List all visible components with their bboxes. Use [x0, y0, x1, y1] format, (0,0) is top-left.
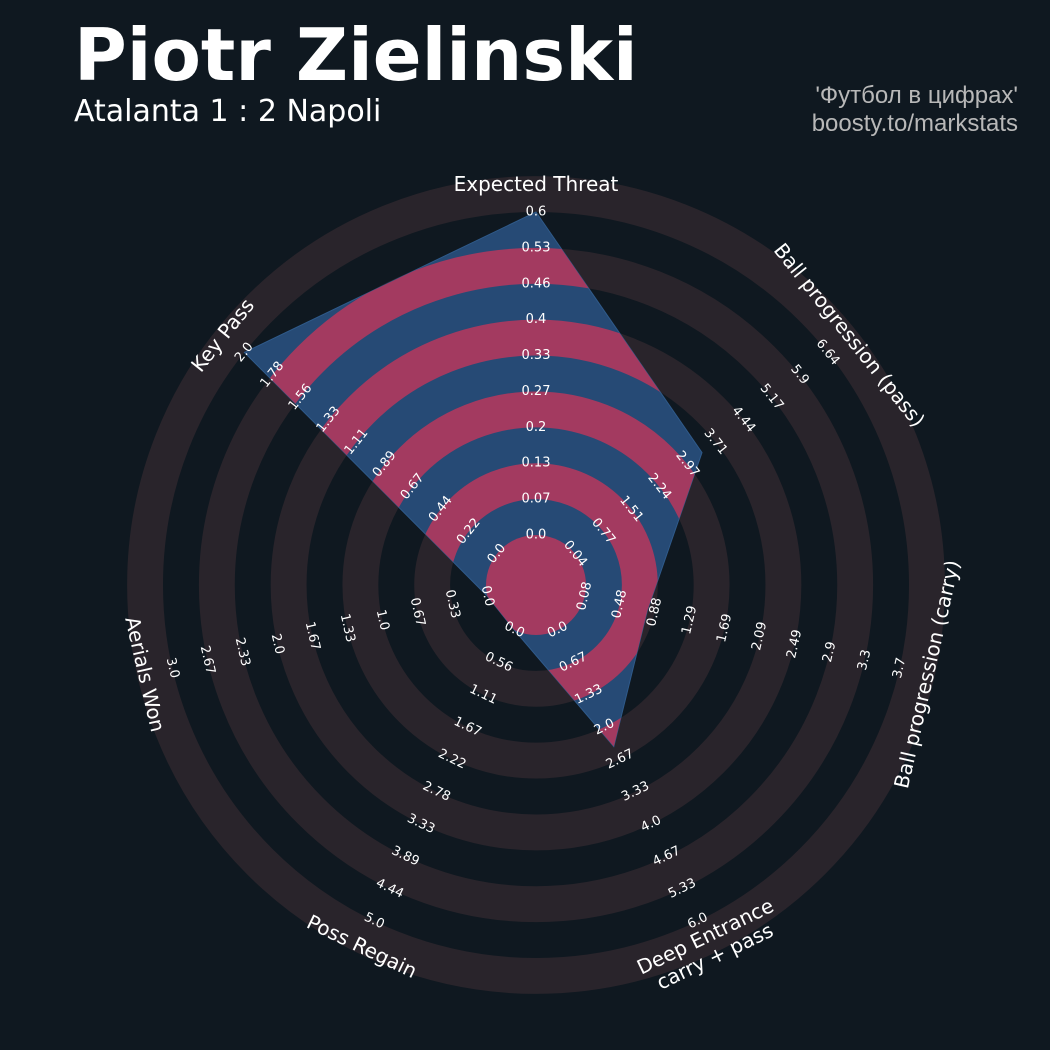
background-ring — [127, 176, 945, 994]
chart-title: Piotr Zielinski — [74, 13, 638, 97]
axis-label: Deep Entrancecarry + pass — [633, 893, 787, 999]
tick-label: 0.08 — [574, 580, 595, 612]
tick-label: 0.4 — [526, 312, 547, 327]
tick-label: 0.0 — [478, 584, 497, 608]
tick-label: 2.49 — [784, 628, 805, 660]
tick-label: 2.0 — [268, 632, 287, 656]
tick-label: 1.33 — [337, 612, 358, 644]
tick-label: 0.46 — [522, 276, 551, 291]
credit-block: 'Футбол в цифрах' boosty.to/markstats — [812, 82, 1018, 138]
tick-label: 0.53 — [522, 240, 551, 255]
match-subtitle: Atalanta 1 : 2 Napoli — [74, 94, 382, 129]
tick-label: 0.33 — [522, 348, 551, 363]
tick-label: 0.88 — [644, 596, 665, 628]
credit-link[interactable]: boosty.to/markstats — [811, 110, 1018, 137]
tick-label: 2.33 — [232, 636, 253, 668]
tick-label: 2.09 — [749, 620, 770, 652]
tick-label: 2.9 — [820, 640, 839, 664]
tick-label: 0.6 — [526, 205, 547, 220]
tick-label: 1.0 — [373, 608, 392, 632]
tick-label: 3.7 — [890, 656, 909, 680]
tick-label: 1.69 — [714, 612, 735, 644]
tick-label: 0.07 — [522, 492, 551, 507]
tick-label: 0.13 — [522, 456, 551, 471]
credit-source: 'Футбол в цифрах' — [815, 82, 1018, 109]
tick-label: 0.33 — [442, 588, 463, 620]
tick-label: 0.2 — [526, 420, 547, 435]
tick-label: 0.67 — [407, 596, 428, 628]
tick-label: 2.67 — [197, 644, 218, 676]
center-circle — [486, 535, 586, 635]
axis-label: Expected Threat — [454, 172, 619, 196]
tick-label: 0.48 — [609, 588, 630, 620]
tick-label: 3.0 — [163, 656, 182, 680]
tick-label: 3.3 — [855, 648, 874, 672]
tick-label: 1.67 — [302, 620, 323, 652]
value-ring — [244, 247, 702, 747]
tick-label: 1.29 — [679, 604, 700, 636]
tick-label: 0.0 — [526, 528, 547, 543]
tick-label: 0.27 — [522, 384, 551, 399]
